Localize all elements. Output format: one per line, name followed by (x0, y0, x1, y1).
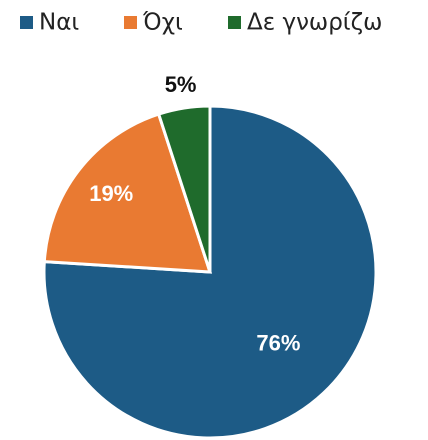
legend-label: Ναι (39, 10, 79, 36)
legend-swatch (124, 16, 137, 29)
legend-label: Όχι (142, 10, 183, 36)
data-label: 19% (89, 181, 133, 206)
legend-swatch (228, 16, 241, 29)
data-label: 5% (165, 72, 197, 97)
legend-swatch (20, 16, 33, 29)
pie-slice (42, 112, 213, 274)
legend-label: Δε γνωρίζω (247, 10, 382, 36)
data-label: 76% (256, 331, 300, 356)
pie-slice (156, 104, 212, 273)
pie-slice (42, 104, 378, 440)
